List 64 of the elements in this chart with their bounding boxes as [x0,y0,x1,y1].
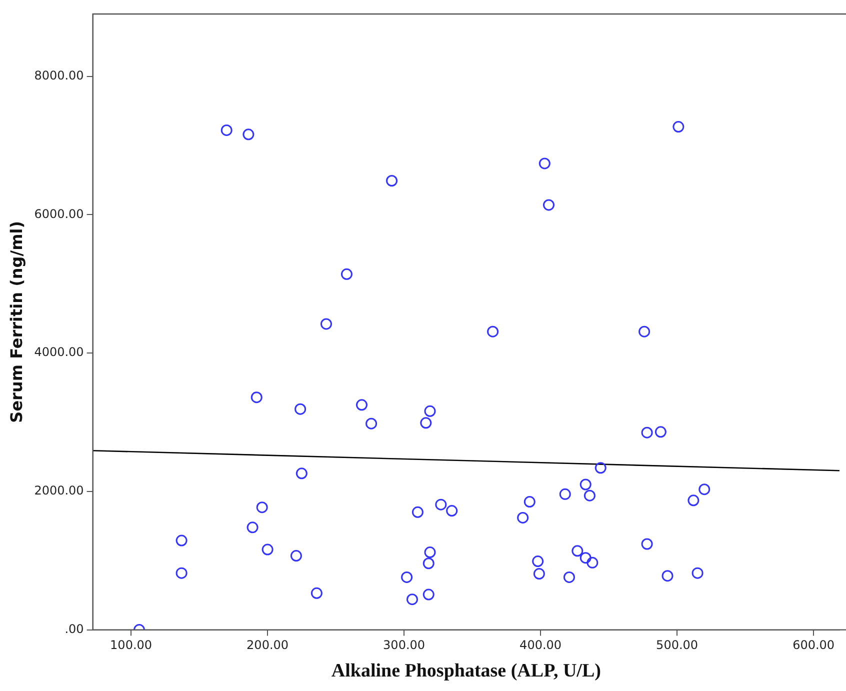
y-tick-label: 6000.00 [34,206,84,221]
point [424,405,436,417]
point [420,417,432,429]
x-tick-label: 400.00 [520,638,562,652]
point [654,426,666,438]
x-axis-title: Alkaline Phosphatase (ALP, U/L) [331,660,601,682]
point [692,567,704,579]
point [446,505,458,517]
point [340,268,352,280]
y-tick-label: 4000.00 [34,345,84,360]
y-tick-label: .00 [64,622,84,636]
point [246,522,258,534]
point [366,418,378,430]
point [176,567,188,579]
x-tick-label: 600.00 [792,638,835,652]
point [641,538,653,550]
x-tick-label: 500.00 [656,638,698,652]
point [641,426,653,438]
point [401,571,413,583]
point [662,570,674,582]
point [435,498,447,510]
point [524,496,536,508]
point [538,158,550,170]
point [422,588,434,600]
point [310,587,322,599]
point [487,326,499,338]
y-tick-label: 8000.00 [34,68,84,82]
x-tick-label: 300.00 [383,638,426,652]
point [242,128,254,140]
point [584,490,596,502]
y-tick-label: 2000.00 [34,484,84,498]
point [356,399,368,411]
point [572,545,584,557]
point [250,392,262,404]
point [422,558,434,570]
point [594,462,606,474]
point [580,478,592,490]
point [532,556,544,568]
point [256,502,268,514]
point [412,506,424,518]
y-axis-title: Serum Ferritin (ng/ml) [6,220,26,423]
point [580,552,592,564]
point [294,403,306,415]
point [262,544,274,556]
point [290,550,302,562]
point [176,534,188,546]
point [638,326,650,338]
point [220,124,232,136]
point [698,484,710,496]
point [563,571,575,583]
x-tick-label: 100.00 [110,638,152,652]
point [517,512,529,524]
point [296,468,308,480]
point [424,546,436,558]
point [542,199,554,211]
point [533,568,545,580]
x-tick-label: 200.00 [246,638,289,652]
point [672,121,684,133]
point [559,488,571,500]
point [386,175,398,186]
point [688,494,700,506]
point [586,556,598,568]
point [320,318,332,330]
point [406,594,418,606]
